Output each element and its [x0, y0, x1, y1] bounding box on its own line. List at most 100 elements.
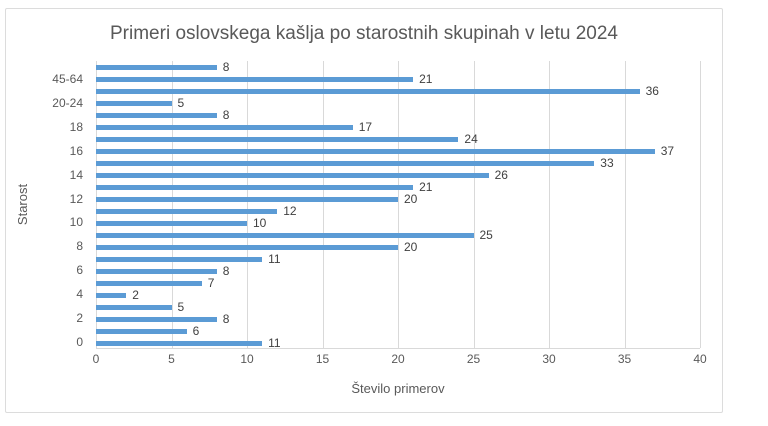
- gridline: [247, 61, 248, 348]
- data-label: 25: [479, 228, 493, 242]
- bar-row: 11: [96, 337, 700, 349]
- bar: [96, 328, 187, 334]
- data-label: 20: [404, 240, 418, 254]
- y-tick-label: 16: [69, 143, 83, 158]
- bar-row: 8: [96, 109, 700, 121]
- bar-row: 6: [96, 325, 700, 337]
- data-label: 7: [207, 276, 215, 290]
- bar: [96, 220, 247, 226]
- bar: [96, 316, 217, 322]
- bars-container: 8 21 36 5 8 17 24 37 33 26 21 20 12 10 25 20 11 8 7 2 5 8 6 11: [96, 61, 700, 349]
- chart-container: Primeri oslovskega kašlja po starostnih …: [5, 8, 723, 413]
- y-tick-label: 0: [76, 335, 83, 350]
- y-tick-label: 10: [69, 215, 83, 230]
- bar-row: 8: [96, 313, 700, 325]
- bar-row: 37: [96, 145, 700, 157]
- gridline: [549, 61, 550, 348]
- y-tick-label: 4: [76, 287, 83, 302]
- x-tick-label: 5: [168, 352, 175, 366]
- bar-row: 8: [96, 61, 700, 73]
- x-tick-label: 20: [391, 352, 405, 366]
- data-label: 5: [177, 96, 185, 110]
- gridline: [96, 61, 97, 348]
- bar: [96, 208, 278, 214]
- bar-row: 2: [96, 289, 700, 301]
- bar: [96, 112, 217, 118]
- y-tick-label: [6, 133, 90, 145]
- gridline: [322, 61, 324, 348]
- y-tick-label: 12: [69, 191, 83, 206]
- bar: [96, 184, 414, 190]
- data-label: 26: [494, 168, 508, 182]
- data-label: 8: [222, 60, 230, 74]
- x-tick-label: 15: [315, 352, 330, 366]
- x-tick-label: 10: [240, 352, 254, 366]
- x-tick-label: 40: [693, 352, 707, 366]
- bar: [96, 280, 202, 286]
- gridline: [473, 61, 475, 348]
- bar: [96, 172, 489, 178]
- y-tick-label: [6, 109, 90, 121]
- x-axis-line: [96, 348, 700, 349]
- bar-row: 8: [96, 265, 700, 277]
- plot-area: 8 21 36 5 8 17 24 37 33 26 21 20 12 10 25 20 11 8 7 2 5 8 6 11: [96, 61, 701, 349]
- bar-row: 17: [96, 121, 700, 133]
- data-label: 36: [645, 84, 659, 98]
- x-axis-title: Število primerov: [351, 381, 445, 396]
- bar-row: 21: [96, 73, 700, 85]
- y-tick-label: 14: [69, 167, 83, 182]
- bar: [96, 148, 655, 154]
- data-label: 21: [419, 72, 433, 86]
- x-tick-label: 30: [542, 352, 556, 366]
- bar: [96, 268, 217, 274]
- bar-row: 7: [96, 277, 700, 289]
- bar-row: 20: [96, 193, 700, 205]
- bar: [96, 100, 172, 106]
- bar-row: 21: [96, 181, 700, 193]
- y-tick-label: 6: [76, 263, 83, 278]
- data-label: 21: [419, 180, 433, 194]
- data-label: 33: [600, 156, 614, 170]
- x-tick-label: 35: [617, 352, 632, 366]
- data-label: 17: [358, 120, 373, 134]
- y-tick-label: [6, 157, 90, 169]
- y-tick-label: 2: [76, 311, 83, 326]
- bar: [96, 292, 127, 298]
- bar: [96, 340, 263, 346]
- bar-row: 10: [96, 217, 700, 229]
- x-tick-label: 25: [466, 352, 481, 366]
- x-tick-label: 0: [92, 352, 100, 366]
- data-label: 5: [177, 300, 185, 314]
- data-label: 8: [222, 264, 230, 278]
- bar: [96, 136, 459, 142]
- gridline: [398, 61, 399, 348]
- y-tick-label: [6, 181, 90, 193]
- bar: [96, 304, 172, 310]
- bar-row: 11: [96, 253, 700, 265]
- bar: [96, 124, 353, 130]
- data-label: 8: [222, 108, 230, 122]
- bar-row: 20: [96, 241, 700, 253]
- data-label: 20: [404, 192, 418, 206]
- bar: [96, 64, 217, 70]
- y-tick-label: 45-64: [52, 71, 83, 86]
- bar-row: 36: [96, 85, 700, 97]
- bar-row: 33: [96, 157, 700, 169]
- bar: [96, 256, 263, 262]
- data-label: 2: [132, 288, 139, 302]
- bar: [96, 244, 398, 250]
- gridline: [700, 61, 701, 348]
- data-label: 11: [268, 252, 281, 266]
- data-label: 11: [268, 336, 281, 350]
- bar: [96, 76, 414, 82]
- y-axis-tick-labels: 45-64 20-24 18 16 14 12 10 8 6 4 2 0: [6, 61, 90, 348]
- data-label: 6: [192, 324, 200, 338]
- bar: [96, 232, 474, 238]
- y-tick-label: 8: [76, 239, 83, 254]
- gridline: [171, 61, 173, 348]
- bar: [96, 196, 398, 202]
- bar-row: 26: [96, 169, 700, 181]
- data-label: 37: [660, 144, 675, 158]
- data-label: 24: [464, 132, 478, 146]
- bar-row: 5: [96, 97, 700, 109]
